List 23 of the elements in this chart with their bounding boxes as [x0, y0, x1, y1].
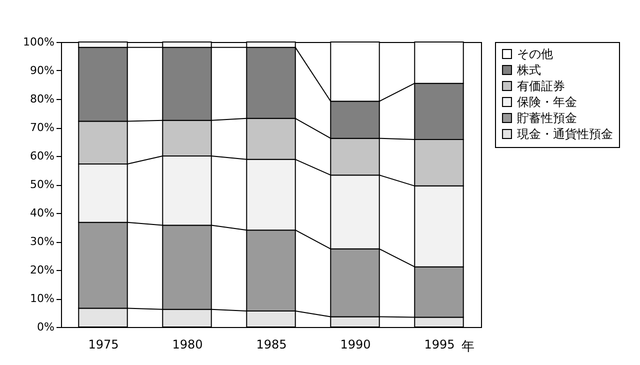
y-tick-label: 60%	[30, 150, 54, 162]
x-axis-title: 年	[462, 340, 474, 354]
y-tick-label: 20%	[30, 264, 54, 276]
y-tick-label: 90%	[30, 64, 54, 77]
legend-label: 現金・通貨性預金	[517, 127, 613, 141]
y-tick-label: 30%	[30, 235, 54, 248]
x-tick-label: 1975	[88, 338, 119, 352]
x-tick-label: 1995	[424, 338, 455, 352]
x-tick-label: 1990	[340, 338, 371, 352]
legend-label: 有価証券	[517, 79, 565, 93]
legend-label: その他	[517, 47, 553, 61]
legend-label: 保険・年金	[517, 95, 577, 109]
y-tick-label: 50%	[30, 178, 54, 191]
y-tick-label: 40%	[30, 206, 54, 220]
y-tick-label: 70%	[30, 121, 54, 134]
y-tick-label: 80%	[30, 92, 54, 106]
x-tick-label: 1980	[172, 338, 203, 352]
legend-label: 貯蓄性預金	[517, 111, 577, 125]
y-tick-label: 0%	[37, 320, 54, 334]
legend-label: 株式	[516, 63, 541, 77]
x-tick-label: 1985	[256, 338, 287, 352]
y-tick-label: 10%	[30, 292, 54, 305]
y-tick-label: 100%	[23, 36, 54, 48]
